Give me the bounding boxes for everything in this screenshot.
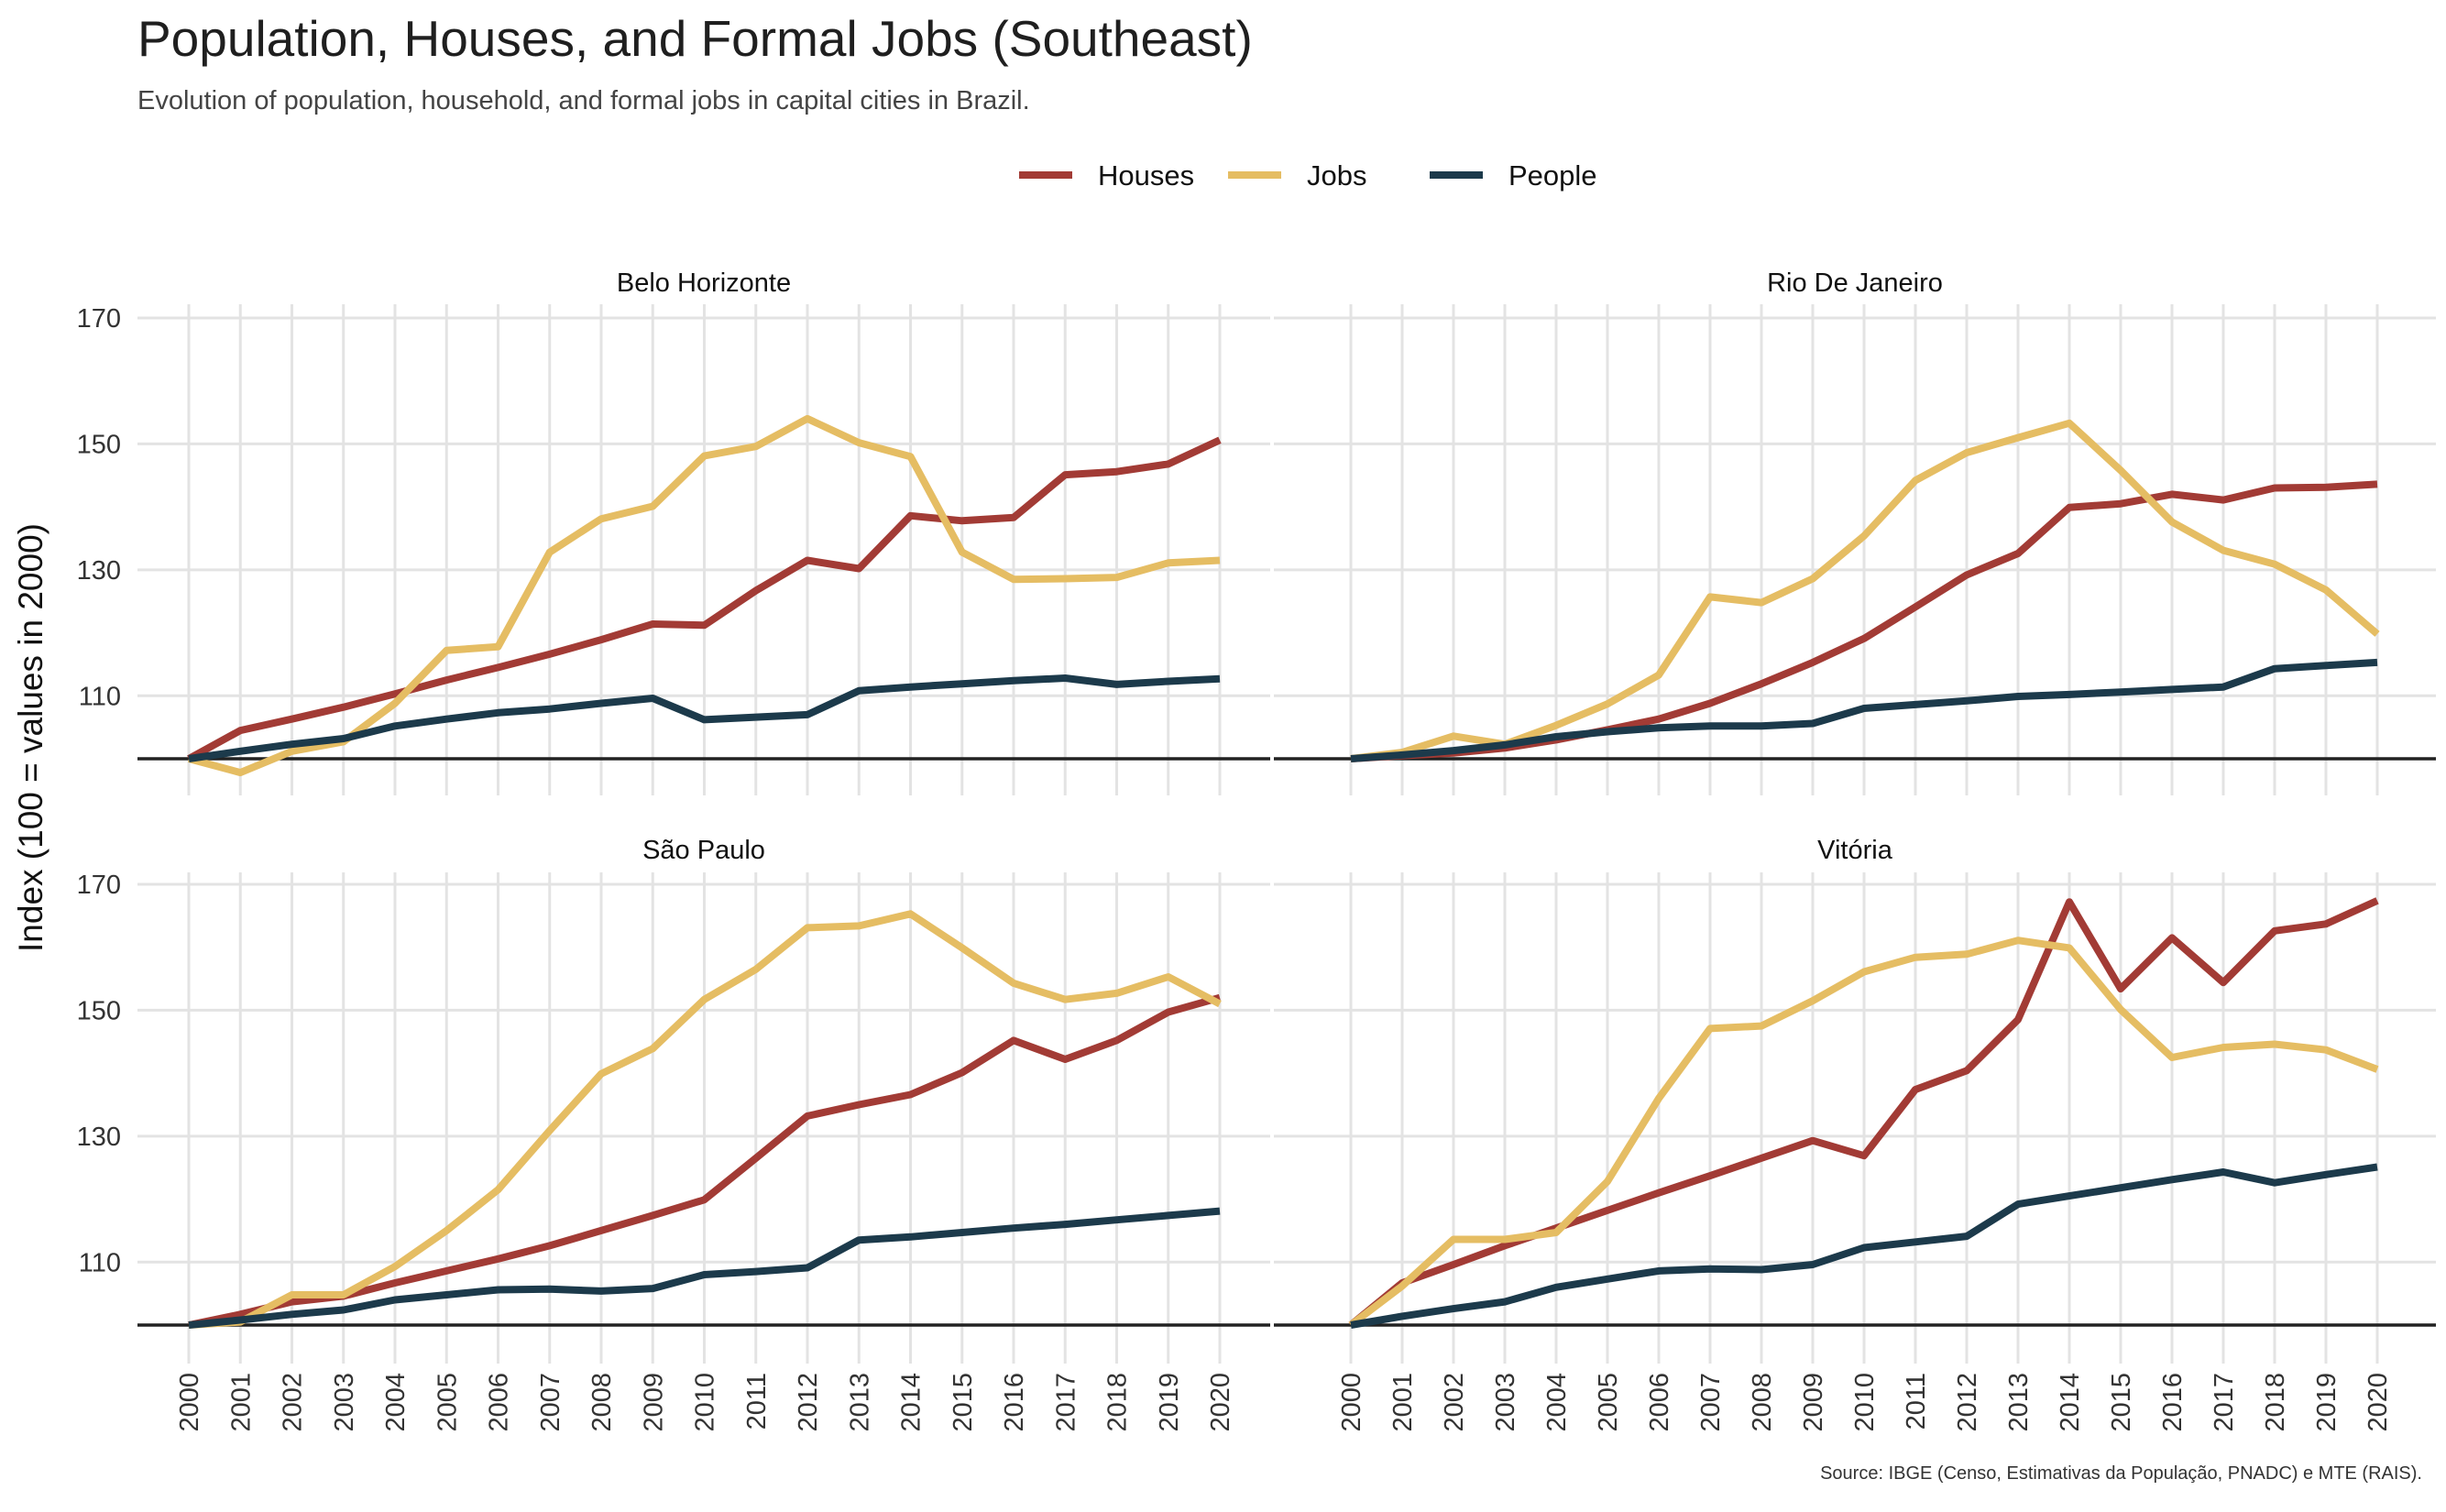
x-tick-label: 2018 [2261, 1373, 2290, 1432]
chart-title: Population, Houses, and Formal Jobs (Sou… [137, 10, 1253, 67]
x-tick-label: 2011 [742, 1373, 772, 1430]
x-tick-label: 2019 [2312, 1373, 2342, 1432]
y-tick-label: 130 [77, 556, 121, 586]
x-tick-label: 2010 [691, 1373, 720, 1432]
x-tick-label: 2003 [1491, 1373, 1520, 1432]
source-note: Source: IBGE (Censo, Estimativas da Popu… [1820, 1463, 2422, 1484]
legend-label-people: People [1508, 159, 1597, 192]
facet-panel: Rio De Janeiro [1274, 268, 2436, 795]
x-tick-label: 2016 [1000, 1373, 1029, 1432]
x-tick-label: 2010 [1850, 1373, 1880, 1432]
series-line-jobs [188, 910, 1222, 1329]
x-tick-label: 2005 [1594, 1373, 1623, 1432]
y-tick-label: 150 [77, 996, 121, 1025]
facet-title: Belo Horizonte [617, 268, 791, 298]
y-tick-label: 150 [77, 430, 121, 459]
series-line-jobs [1350, 419, 2380, 762]
x-tick-label: 2002 [279, 1373, 308, 1432]
x-tick-label: 2016 [2158, 1373, 2188, 1432]
x-tick-label: 2020 [1206, 1373, 1235, 1432]
x-tick-label: 2019 [1155, 1373, 1184, 1432]
x-tick-label: 2004 [1542, 1373, 1572, 1432]
x-tick-label: 2014 [2056, 1373, 2085, 1432]
series-line-houses [187, 436, 1222, 762]
legend: Houses Jobs People [1019, 159, 1597, 192]
series-line-people [188, 1207, 1221, 1329]
x-tick-label: 2017 [2210, 1373, 2239, 1432]
facet-title: Vitória [1817, 836, 1893, 865]
legend-label-jobs: Jobs [1307, 159, 1366, 192]
facet-panel: Vitória 2000 2001 2002 2003 2004 2005 2006 2007 2… [1274, 836, 2436, 1432]
x-tick-label: 2006 [485, 1373, 514, 1432]
x-tick-label: 2000 [1337, 1373, 1366, 1432]
series-line-people [1350, 1163, 2378, 1329]
x-tick-label: 2001 [1388, 1373, 1418, 1432]
facet-panel: São Paulo 110 130 150 170 2000 2001 2002 2003 200… [77, 836, 1270, 1432]
x-tick-label: 2020 [2364, 1373, 2393, 1432]
facet-title: São Paulo [642, 836, 765, 865]
x-tick-label: 2005 [433, 1373, 462, 1432]
x-tick-label: 2015 [949, 1373, 978, 1432]
series-line-jobs [1348, 937, 2379, 1329]
facet-panels: Belo Horizonte 110 130 150 170 Rio De Janeiro… [77, 268, 2436, 1432]
x-tick-label: 2015 [2107, 1373, 2136, 1432]
x-tick-label: 2009 [1799, 1373, 1828, 1432]
x-tick-label: 2000 [175, 1373, 204, 1432]
x-tick-label: 2007 [536, 1373, 565, 1432]
y-tick-label: 110 [79, 682, 121, 711]
y-tick-label: 110 [79, 1248, 121, 1277]
x-tick-label: 2013 [2004, 1373, 2034, 1432]
y-axis-title: Index (100 = values in 2000) [12, 523, 49, 952]
x-tick-label: 2012 [1953, 1373, 1982, 1432]
legend-label-houses: Houses [1098, 159, 1194, 192]
x-tick-label: 2011 [1902, 1373, 1931, 1430]
series-line-people [188, 674, 1221, 762]
series-line-people [1350, 658, 2378, 762]
facet-panel: Belo Horizonte 110 130 150 170 [77, 268, 1270, 795]
x-tick-label: 2012 [794, 1373, 823, 1432]
x-tick-label: 2009 [639, 1373, 668, 1432]
x-tick-label: 2008 [587, 1373, 617, 1432]
chart-subtitle: Evolution of population, household, and … [137, 86, 1030, 115]
y-tick-label: 130 [77, 1123, 121, 1152]
x-tick-label: 2014 [897, 1373, 927, 1432]
x-tick-label: 2007 [1696, 1373, 1726, 1432]
x-tick-label: 2008 [1748, 1373, 1777, 1432]
x-tick-label: 2017 [1051, 1373, 1080, 1432]
facet-title: Rio De Janeiro [1767, 268, 1943, 298]
y-tick-label: 170 [77, 304, 121, 334]
x-tick-label: 2003 [330, 1373, 359, 1432]
x-tick-label: 2001 [226, 1373, 256, 1432]
x-tick-label: 2006 [1645, 1373, 1674, 1432]
series-line-houses [188, 993, 1222, 1329]
x-tick-label: 2002 [1440, 1373, 1469, 1432]
y-tick-label: 170 [77, 871, 121, 900]
x-tick-label: 2004 [381, 1373, 411, 1432]
series-line-jobs [187, 414, 1221, 777]
x-tick-label: 2018 [1103, 1373, 1133, 1432]
x-tick-label: 2013 [845, 1373, 874, 1432]
